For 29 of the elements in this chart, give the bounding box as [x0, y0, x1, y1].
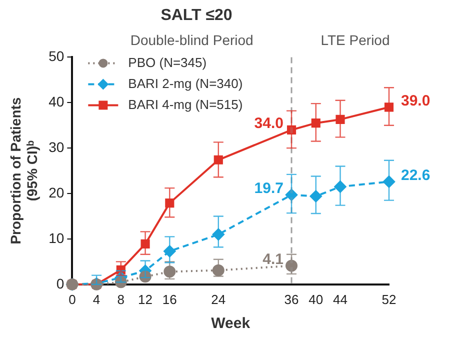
x-tick-label: 24	[211, 292, 226, 307]
x-tick-label: 36	[284, 292, 299, 307]
legend-label: PBO (N=345)	[128, 54, 207, 70]
legend-label: BARI 2-mg (N=340)	[128, 76, 243, 91]
x-tick-label: 44	[333, 292, 348, 307]
data-label: 19.7	[254, 180, 284, 198]
y-tick-label: 20	[48, 184, 64, 200]
chart-title: SALT ≤20	[160, 7, 232, 24]
data-label: 22.6	[401, 166, 430, 184]
text: LTE Period	[320, 32, 390, 48]
legend-label: BARI 4-mg (N=515)	[128, 96, 243, 112]
x-tick-label: 4	[92, 292, 100, 307]
x-tick-label: 40	[308, 292, 324, 307]
text: Double-blind Period	[130, 32, 254, 48]
x-tick-label: 0	[68, 292, 76, 307]
y-tick-label: 50	[48, 48, 64, 64]
y-tick-label: 0	[56, 275, 64, 292]
x-tick-label: 52	[382, 292, 396, 307]
data-label: 34.0	[254, 115, 284, 132]
y-tick-label: 30	[48, 138, 64, 155]
x-axis-title: Week	[211, 315, 251, 332]
data-label: 4.1	[262, 250, 284, 268]
x-tick-label: 8	[117, 292, 125, 307]
y-axis-title: Proportion of Patients (95% CI)ᵇ	[7, 97, 40, 244]
x-tick-label: 12	[138, 292, 153, 307]
y-tick-label: 40	[48, 94, 64, 110]
data-label: 39.0	[401, 92, 430, 110]
y-tick-label: 10	[48, 230, 64, 246]
x-tick-label: 16	[162, 292, 177, 307]
